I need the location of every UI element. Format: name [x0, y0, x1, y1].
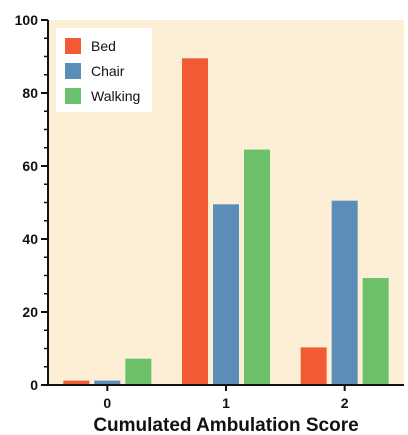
- legend-swatch-bed: [65, 38, 81, 54]
- legend-label-bed: Bed: [91, 38, 116, 54]
- bar-walking-2: [362, 278, 389, 385]
- bar-bed-1: [182, 58, 208, 385]
- legend-swatch-chair: [65, 63, 81, 79]
- legend: Bed Chair Walking: [56, 28, 152, 112]
- bar-chair-1: [213, 204, 239, 385]
- x-tick-label: 1: [222, 395, 230, 411]
- bar-bed-2: [300, 347, 327, 385]
- bars-group: [63, 58, 389, 385]
- bar-chair-0: [94, 380, 121, 385]
- y-tick-label: 60: [22, 158, 38, 174]
- y-tick-label: 20: [22, 304, 38, 320]
- legend-swatch-walking: [65, 88, 81, 104]
- y-tick-label: 40: [22, 231, 38, 247]
- x-axis-title: Cumulated Ambulation Score: [93, 415, 358, 435]
- bar-walking-0: [125, 358, 152, 385]
- legend-label-walking: Walking: [91, 88, 140, 104]
- y-tick-label: 80: [22, 85, 38, 101]
- bar-chair-2: [331, 200, 358, 385]
- axes-group: 0 20 40 60 80 100 0 1 2: [15, 12, 404, 411]
- bar-walking-1: [244, 149, 270, 385]
- legend-label-chair: Chair: [91, 63, 125, 79]
- y-tick-label: 100: [15, 12, 39, 28]
- x-tick-label: 2: [341, 395, 349, 411]
- bar-bed-0: [63, 380, 90, 385]
- x-tick-label: 0: [103, 395, 111, 411]
- y-tick-label: 0: [30, 377, 38, 393]
